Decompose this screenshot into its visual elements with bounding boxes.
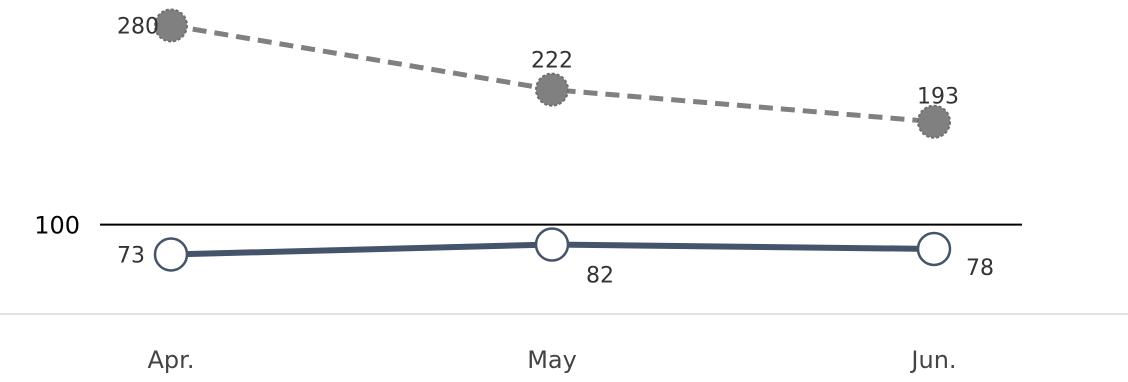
series-1-point-apr bbox=[154, 8, 188, 43]
reference-line-label: 100 bbox=[34, 212, 80, 240]
data-label-series-1-jun: 193 bbox=[917, 85, 959, 110]
data-label-series-1-may: 222 bbox=[531, 49, 573, 74]
series-2-point-may bbox=[534, 227, 570, 262]
series-2-point-apr bbox=[153, 237, 189, 272]
data-label-series-2-may: 82 bbox=[586, 264, 614, 289]
x-tick-label-jun: Jun. bbox=[909, 346, 956, 374]
data-label-series-1-apr: 280 bbox=[117, 14, 159, 39]
series-1-point-jun bbox=[917, 104, 951, 139]
x-tick-label-apr: Apr. bbox=[148, 346, 195, 374]
data-label-series-2-apr: 73 bbox=[117, 243, 145, 268]
series-2-point-jun bbox=[916, 231, 952, 267]
x-tick-label-may: May bbox=[527, 346, 577, 374]
series-2 bbox=[153, 227, 952, 272]
series-1-point-may bbox=[535, 72, 569, 107]
series-1 bbox=[154, 8, 951, 139]
data-label-series-2-jun: 78 bbox=[966, 256, 994, 281]
